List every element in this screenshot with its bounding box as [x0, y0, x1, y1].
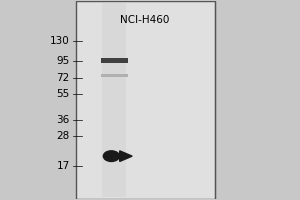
- FancyBboxPatch shape: [101, 74, 128, 77]
- FancyBboxPatch shape: [102, 3, 126, 197]
- FancyBboxPatch shape: [76, 1, 215, 199]
- Text: 17: 17: [56, 161, 70, 171]
- Text: 55: 55: [56, 89, 70, 99]
- FancyBboxPatch shape: [101, 58, 128, 63]
- Polygon shape: [120, 151, 132, 161]
- Text: 130: 130: [50, 36, 70, 46]
- Text: NCI-H460: NCI-H460: [120, 15, 170, 25]
- Text: 95: 95: [56, 56, 70, 66]
- Circle shape: [103, 151, 119, 161]
- Text: 72: 72: [56, 73, 70, 83]
- Text: 36: 36: [56, 115, 70, 125]
- Text: 28: 28: [56, 131, 70, 141]
